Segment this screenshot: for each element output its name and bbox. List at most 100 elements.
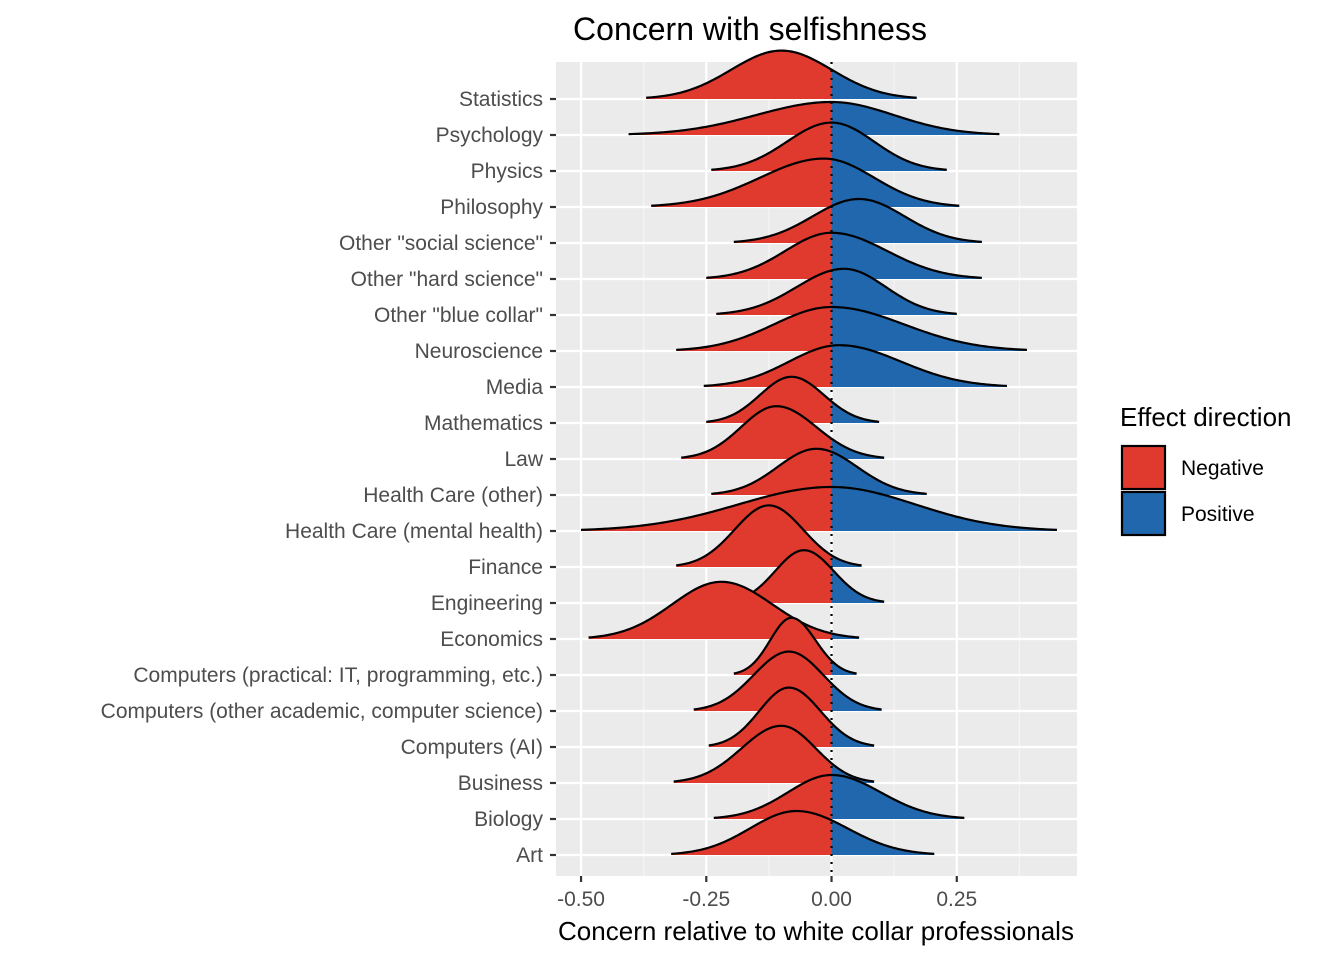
y-tick-label: Psychology bbox=[436, 124, 544, 147]
y-tick-label: Finance bbox=[468, 556, 543, 579]
ridge-fill-negative bbox=[713, 775, 832, 819]
ridge-fill-negative bbox=[671, 811, 832, 855]
ridge-fill-negative bbox=[703, 345, 832, 387]
ridge-outline bbox=[711, 447, 927, 495]
ridge-fill-positive bbox=[831, 401, 880, 423]
ridge bbox=[681, 405, 885, 459]
ridge-fill-negative bbox=[588, 581, 832, 639]
y-tick-label: Business bbox=[458, 772, 543, 795]
ridge-outline bbox=[588, 580, 860, 639]
y-tick-label: Art bbox=[516, 844, 543, 867]
ridge-fill-positive bbox=[831, 69, 917, 99]
ridge-outline bbox=[651, 157, 960, 207]
x-tick-label: 0.00 bbox=[811, 888, 852, 911]
ridge-fill-negative bbox=[676, 505, 832, 567]
y-tick-label: Other "social science" bbox=[339, 232, 543, 255]
ridge bbox=[733, 197, 982, 243]
y-tick-label: Philosophy bbox=[440, 196, 543, 219]
x-axis-title: Concern relative to white collar profess… bbox=[558, 916, 1074, 946]
ridge-fill-positive bbox=[831, 487, 1057, 531]
ridge-fill-negative bbox=[706, 376, 832, 423]
ridge bbox=[711, 447, 927, 495]
ridge-fill-negative bbox=[628, 102, 832, 135]
y-tick-label: Other "blue collar" bbox=[374, 304, 543, 327]
ridge-fill-positive bbox=[831, 683, 882, 711]
y-tick-label: Computers (other academic, computer scie… bbox=[101, 700, 543, 723]
y-axis: Art Biology Business Computers (AI) Computer… bbox=[101, 88, 556, 867]
ridge bbox=[711, 121, 947, 171]
ridge-fill-positive bbox=[831, 438, 885, 459]
ridge-outline bbox=[676, 504, 862, 567]
ridge-outline bbox=[628, 100, 1000, 136]
y-tick-label: Computers (AI) bbox=[401, 736, 543, 759]
y-tick-label: Economics bbox=[440, 628, 543, 651]
ridge-outline bbox=[671, 809, 935, 855]
y-tick-label: Engineering bbox=[431, 592, 543, 615]
x-tick-label: 0.25 bbox=[936, 888, 977, 911]
ridge-fill-positive bbox=[831, 232, 982, 279]
y-tick-label: Statistics bbox=[459, 88, 543, 111]
ridges bbox=[581, 49, 1058, 855]
y-tick-label: Neuroscience bbox=[415, 340, 543, 363]
ridge-outline bbox=[733, 197, 982, 243]
ridge-fill-negative bbox=[673, 725, 832, 783]
ridge-outline bbox=[673, 724, 875, 783]
ridge-fill-negative bbox=[706, 232, 832, 279]
ridge bbox=[706, 231, 982, 279]
ridge-outline bbox=[706, 375, 880, 423]
ridge-fill-positive bbox=[831, 122, 947, 171]
ridge-fill-positive bbox=[831, 268, 957, 315]
ridge-outline bbox=[716, 267, 957, 315]
legend: Effect direction Negative Positive bbox=[1120, 402, 1292, 537]
ridge-fill-positive bbox=[831, 568, 885, 603]
ridge-fill-positive bbox=[831, 451, 927, 495]
ridge-outline bbox=[693, 650, 882, 711]
ridge-outline bbox=[713, 773, 965, 819]
ridge-outline bbox=[711, 121, 947, 171]
ridge-fill-negative bbox=[711, 122, 832, 171]
y-tick-label: Physics bbox=[471, 160, 543, 183]
legend-key-negative bbox=[1120, 444, 1167, 491]
ridge-fill-positive bbox=[831, 307, 1027, 351]
ridge-fill-positive bbox=[831, 199, 982, 243]
ridge-fill-positive bbox=[831, 555, 862, 567]
legend-label-positive: Positive bbox=[1181, 503, 1255, 526]
legend-key-positive bbox=[1120, 490, 1167, 537]
ridge-fill-negative bbox=[651, 158, 832, 207]
legend-label-negative: Negative bbox=[1181, 457, 1264, 480]
legend-items: Negative Positive bbox=[1120, 444, 1264, 537]
y-tick-label: Other "hard science" bbox=[351, 268, 543, 291]
y-tick-label: Law bbox=[504, 448, 543, 471]
ridge bbox=[646, 49, 917, 99]
chart-title: Concern with selfishness bbox=[573, 11, 927, 47]
ridge-fill-positive bbox=[831, 660, 857, 675]
x-tick-label: -0.25 bbox=[682, 888, 730, 911]
ridge-outline bbox=[708, 686, 875, 747]
y-tick-label: Health Care (mental health) bbox=[285, 520, 543, 543]
ridge bbox=[671, 809, 935, 855]
y-tick-label: Health Care (other) bbox=[363, 484, 543, 507]
ridge-fill-negative bbox=[708, 687, 832, 747]
ridge bbox=[628, 100, 1000, 136]
ridge-fill-positive bbox=[831, 723, 875, 747]
ridge-fill-positive bbox=[831, 820, 935, 855]
y-tick-label: Media bbox=[486, 376, 544, 399]
ridge-outline bbox=[681, 405, 885, 459]
ridge bbox=[651, 157, 960, 207]
ridge bbox=[676, 305, 1027, 351]
y-tick-label: Mathematics bbox=[424, 412, 543, 435]
y-tick-label: Computers (practical: IT, programming, e… bbox=[133, 664, 543, 687]
ridge-fill-negative bbox=[676, 307, 832, 351]
ridge-fill-negative bbox=[726, 550, 832, 603]
ridge-outline bbox=[706, 231, 982, 279]
ridge-fill-negative bbox=[733, 206, 832, 243]
ridge-outline bbox=[581, 485, 1058, 531]
ridge bbox=[708, 686, 875, 747]
ridge-outline bbox=[733, 616, 857, 675]
ridge-outline bbox=[703, 344, 1007, 388]
ridge bbox=[703, 344, 1007, 388]
legend-title: Effect direction bbox=[1120, 402, 1292, 432]
ridge bbox=[716, 267, 957, 315]
ridge-fill-positive bbox=[831, 345, 1007, 387]
